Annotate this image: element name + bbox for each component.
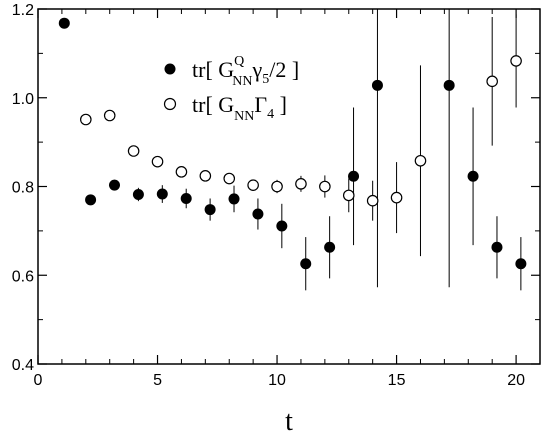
legend-2-prefix: tr[ G — [192, 92, 234, 117]
data-markers — [58, 17, 527, 270]
data-point-filled — [204, 204, 216, 216]
x-axis-title: t — [285, 406, 293, 435]
data-point-filled — [228, 193, 240, 205]
error-bars — [85, 9, 522, 291]
x-tick-label: 5 — [153, 372, 162, 389]
data-point-open — [486, 75, 498, 88]
legend-2-sub2: 4 — [267, 107, 274, 122]
legend-2-suffix: ] — [274, 92, 287, 117]
data-point-open — [271, 180, 283, 193]
data-point-open — [319, 180, 331, 193]
data-point-open — [175, 166, 188, 178]
data-point-filled — [156, 188, 168, 200]
legend-1-mid: γ — [252, 57, 263, 82]
data-point-filled — [515, 258, 527, 270]
y-tick-label: 0.4 — [12, 357, 34, 374]
data-point-open — [151, 155, 164, 168]
x-tick-label: 10 — [268, 372, 286, 389]
data-point-filled — [371, 79, 383, 91]
legend-1-sup: Q — [234, 54, 244, 69]
data-point-filled — [443, 79, 455, 91]
legend-marker-open — [163, 97, 177, 111]
y-tick-label: 1.2 — [12, 2, 34, 19]
x-tick-label: 0 — [34, 372, 43, 389]
data-point-filled — [108, 179, 120, 191]
data-point-filled — [300, 258, 312, 270]
legend-2-sub: NN — [234, 109, 254, 124]
x-tick-label: 20 — [507, 372, 525, 389]
data-point-open — [414, 154, 427, 167]
data-point-open — [366, 194, 379, 207]
data-point-filled — [467, 170, 479, 182]
data-point-filled — [491, 241, 503, 253]
x-tick-label: 15 — [388, 372, 406, 389]
data-point-filled — [132, 188, 144, 200]
data-point-open — [510, 55, 522, 67]
data-point-open — [247, 179, 259, 191]
y-tick-label: 0.8 — [12, 180, 34, 197]
data-point-open — [199, 170, 212, 182]
legend-1-sub2: 5 — [262, 72, 269, 87]
axis-ticks: 0 5 10 15 20 0.4 0.6 0.8 1.0 1.2 — [12, 2, 541, 389]
y-tick-label: 0.6 — [12, 268, 34, 285]
data-point-filled — [348, 170, 360, 182]
data-point-open — [127, 145, 140, 157]
data-point-filled — [180, 192, 192, 204]
data-point-filled — [58, 17, 70, 29]
data-point-open — [295, 178, 307, 190]
data-point-open — [342, 189, 355, 202]
legend: tr[ GQ NNγ5/2 ] tr[ GNNΓ4 ] — [163, 54, 299, 124]
data-point-filled — [85, 194, 97, 206]
data-point-filled — [252, 208, 264, 220]
legend-2-mid: Γ — [254, 92, 267, 117]
legend-marker-filled — [164, 63, 176, 75]
data-point-open — [390, 191, 403, 204]
data-point-open — [103, 109, 116, 122]
legend-1-suffix: /2 ] — [269, 57, 299, 82]
data-point-open — [223, 172, 236, 185]
data-point-filled — [324, 241, 336, 253]
legend-entry-1: tr[ GQ NNγ5/2 ] — [192, 54, 299, 89]
data-point-open — [80, 113, 92, 126]
y-tick-label: 1.0 — [12, 91, 34, 108]
data-point-filled — [276, 220, 288, 232]
legend-entry-2: tr[ GNNΓ4 ] — [192, 92, 287, 124]
legend-1-prefix: tr[ G — [192, 57, 234, 82]
legend-1-sub: NN — [232, 74, 252, 89]
